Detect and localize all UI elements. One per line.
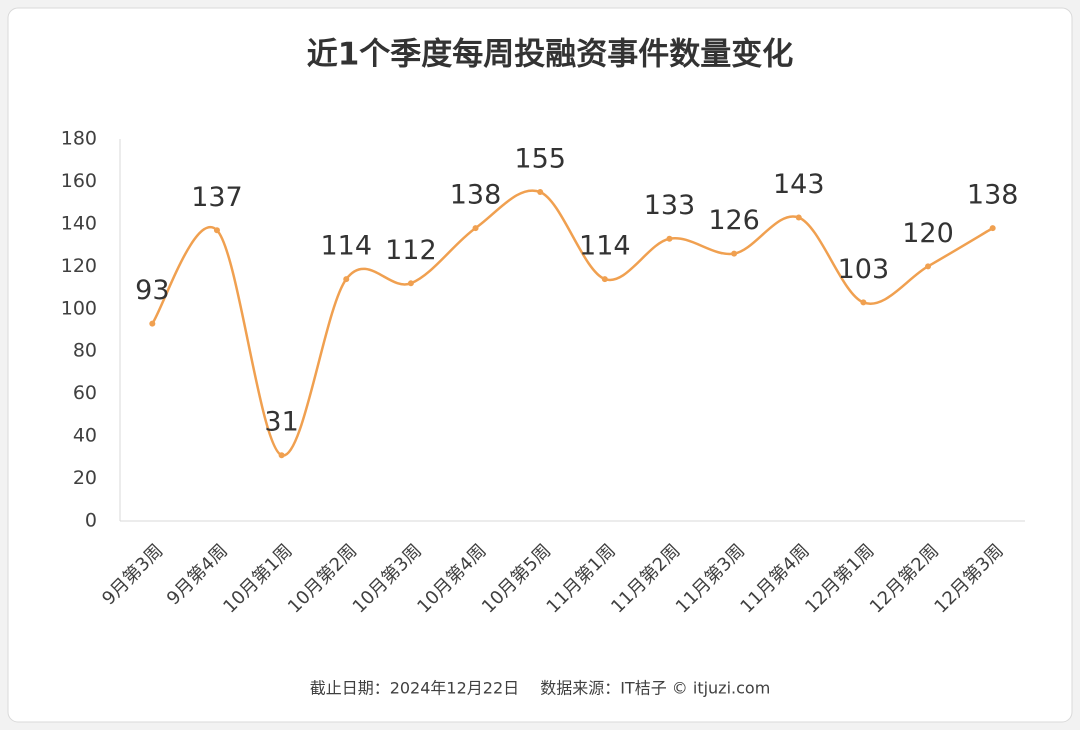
value-label: 114 [579, 231, 631, 262]
point [213, 227, 220, 234]
point [666, 235, 673, 242]
footnote: 截止日期：2024年12月22日 数据来源：IT桔子 © itjuzi.com [310, 679, 771, 698]
value-label: 137 [191, 182, 243, 213]
value-label: 114 [320, 231, 372, 262]
value-label: 126 [708, 205, 760, 236]
point [149, 320, 156, 327]
point [795, 214, 802, 221]
y-tick-label: 80 [73, 340, 97, 362]
y-tick-label: 180 [61, 128, 97, 150]
series-line [151, 189, 994, 457]
y-tick-label: 0 [85, 510, 97, 532]
y-tick-label: 160 [61, 170, 97, 192]
chart-title: 近1个季度每周投融资事件数量变化 [307, 37, 794, 73]
value-label: 103 [838, 254, 890, 285]
point [537, 189, 544, 196]
point [407, 280, 414, 287]
y-tick-label: 60 [73, 382, 97, 404]
point [925, 263, 932, 270]
point [472, 225, 479, 232]
value-label: 138 [450, 180, 502, 211]
value-label: 138 [967, 180, 1019, 211]
y-tick-label: 100 [61, 297, 97, 319]
value-label: 112 [385, 235, 437, 266]
point [343, 276, 350, 283]
point [989, 225, 996, 232]
value-label: 93 [135, 275, 169, 306]
value-label: 143 [773, 169, 825, 200]
point [278, 452, 285, 459]
point [860, 299, 867, 306]
value-label: 120 [902, 218, 954, 249]
point [601, 276, 608, 283]
y-tick-label: 40 [73, 425, 97, 447]
y-tick-label: 20 [73, 467, 97, 489]
value-label: 31 [264, 407, 298, 438]
card [7, 7, 1073, 723]
value-label: 155 [514, 144, 566, 175]
point [731, 250, 738, 257]
value-label: 133 [644, 190, 696, 221]
y-tick-label: 140 [61, 212, 97, 234]
y-tick-label: 120 [61, 255, 97, 277]
